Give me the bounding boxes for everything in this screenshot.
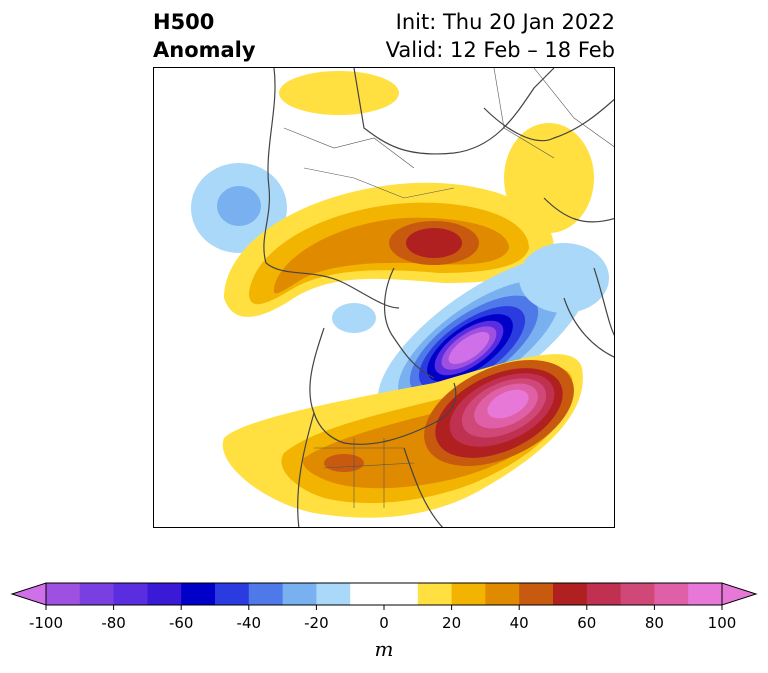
colorbar-segment bbox=[688, 583, 723, 605]
colorbar-tick-label: 20 bbox=[442, 614, 462, 632]
colorbar-segment bbox=[248, 583, 284, 605]
title-variable: H500 bbox=[153, 10, 215, 34]
trough-pacific bbox=[191, 163, 287, 253]
title-field: Anomaly bbox=[153, 38, 256, 62]
colorbar-segment bbox=[553, 583, 588, 605]
colorbar-segment bbox=[181, 583, 216, 605]
colorbar-segment bbox=[147, 583, 182, 605]
colorbar-segment bbox=[282, 583, 317, 605]
colorbar-tick-label: 40 bbox=[509, 614, 529, 632]
colorbar-segment bbox=[79, 583, 115, 605]
colorbar-svg bbox=[10, 582, 758, 610]
colorbar-segment bbox=[519, 583, 554, 605]
coastlines bbox=[263, 68, 614, 527]
ridge-arctic bbox=[224, 182, 554, 317]
borders bbox=[283, 68, 614, 508]
anomaly-map-svg bbox=[154, 68, 614, 527]
anomaly-map bbox=[153, 67, 615, 528]
colorbar-extend-high bbox=[721, 582, 758, 606]
colorbar-segment bbox=[46, 583, 81, 605]
map-title: H500 Anomaly bbox=[153, 8, 256, 64]
colorbar-segment bbox=[451, 583, 486, 605]
colorbar-tick-label: -80 bbox=[101, 614, 126, 632]
colorbar-segment bbox=[417, 583, 453, 605]
colorbar-segment bbox=[654, 583, 689, 605]
colorbar-segment bbox=[620, 583, 655, 605]
colorbar-segment bbox=[215, 583, 250, 605]
colorbar-tick-label: 80 bbox=[644, 614, 664, 632]
init-date: Init: Thu 20 Jan 2022 bbox=[395, 10, 615, 34]
colorbar-tick-label: -40 bbox=[236, 614, 262, 632]
colorbar-segment bbox=[113, 583, 148, 605]
colorbar-tick-label: -100 bbox=[28, 614, 64, 632]
colorbar-tick-label: 60 bbox=[577, 614, 597, 632]
colorbar-segment bbox=[586, 583, 622, 605]
colorbar-segment bbox=[316, 583, 351, 605]
ridge-north bbox=[279, 71, 594, 233]
map-dates: Init: Thu 20 Jan 2022 Valid: 12 Feb – 18… bbox=[386, 8, 615, 64]
colorbar-segment bbox=[485, 583, 520, 605]
trough-europe bbox=[519, 243, 609, 313]
colorbar-tick-label: 100 bbox=[707, 614, 737, 632]
colorbar-tick-label: -60 bbox=[168, 614, 194, 632]
colorbar-unit: m bbox=[374, 637, 394, 661]
colorbar-tick-label: 0 bbox=[379, 614, 389, 632]
colorbar-segment bbox=[350, 583, 419, 605]
colorbar-extend-low bbox=[10, 582, 47, 606]
colorbar-tick-label: -20 bbox=[304, 614, 329, 632]
valid-range: Valid: 12 Feb – 18 Feb bbox=[385, 38, 615, 62]
colorbar bbox=[10, 579, 758, 619]
